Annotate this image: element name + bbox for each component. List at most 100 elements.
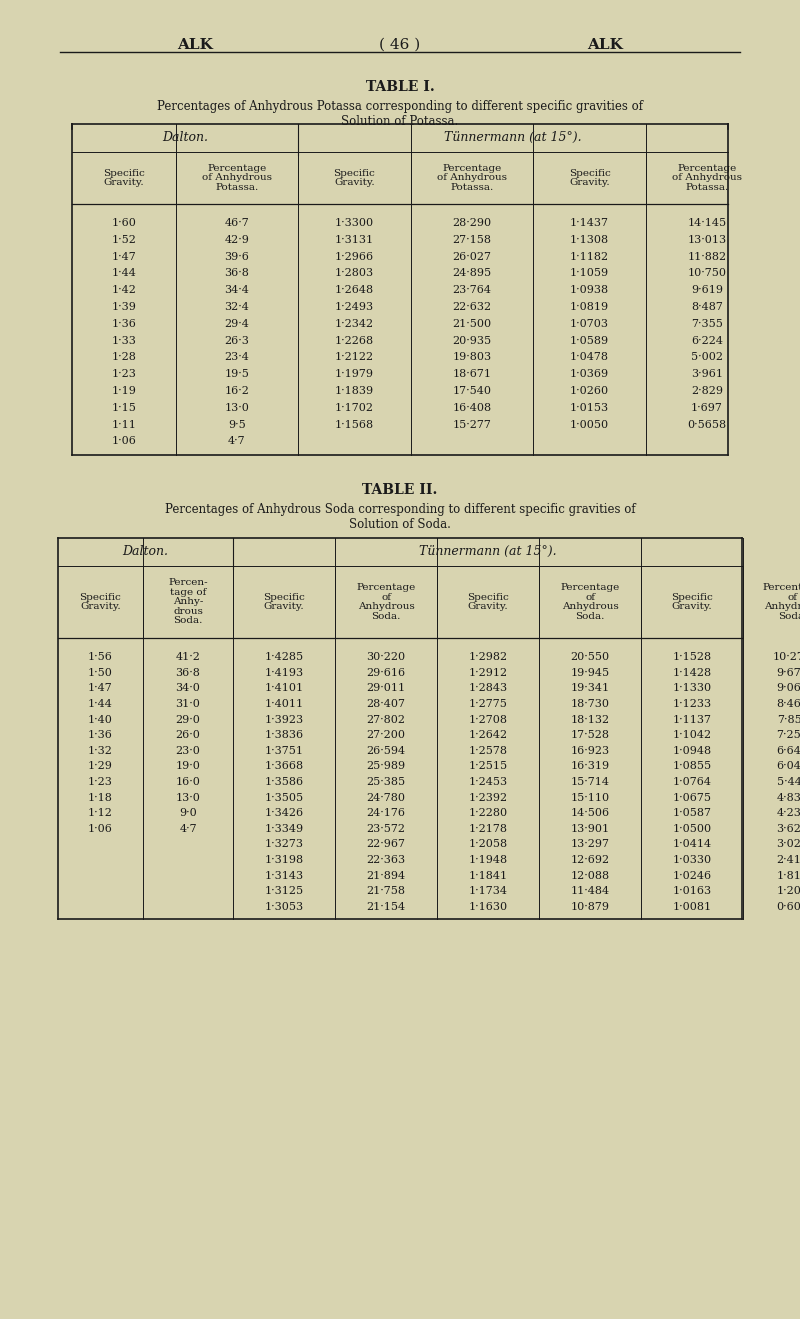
Text: 23·572: 23·572 — [366, 824, 406, 834]
Text: 10·275: 10·275 — [773, 652, 800, 662]
Text: 27·200: 27·200 — [366, 731, 406, 740]
Text: Specific: Specific — [569, 169, 610, 178]
Text: 21·894: 21·894 — [366, 871, 406, 881]
Text: 1·3349: 1·3349 — [265, 824, 303, 834]
Text: 1·0246: 1·0246 — [673, 871, 711, 881]
Text: Gravity.: Gravity. — [264, 603, 304, 611]
Text: Percentage: Percentage — [678, 164, 737, 173]
Text: 4·7: 4·7 — [228, 437, 246, 446]
Text: 1·42: 1·42 — [111, 285, 137, 295]
Text: Specific: Specific — [80, 592, 122, 601]
Text: 6·224: 6·224 — [691, 335, 723, 346]
Text: 1·3143: 1·3143 — [265, 871, 303, 881]
Text: 21·758: 21·758 — [366, 886, 406, 896]
Text: 6·648: 6·648 — [777, 745, 800, 756]
Text: 1·0675: 1·0675 — [673, 793, 711, 802]
Text: 3·022: 3·022 — [777, 839, 800, 849]
Text: 16·2: 16·2 — [225, 386, 250, 396]
Text: 1·1437: 1·1437 — [570, 218, 609, 228]
Text: 1·23: 1·23 — [111, 369, 137, 379]
Text: 17·528: 17·528 — [570, 731, 610, 740]
Text: drous: drous — [173, 607, 203, 616]
Text: 1·28: 1·28 — [111, 352, 137, 363]
Text: 27·802: 27·802 — [366, 715, 406, 724]
Text: 1·0764: 1·0764 — [673, 777, 711, 787]
Text: Solution of Soda.: Solution of Soda. — [349, 518, 451, 532]
Text: Percentage: Percentage — [356, 583, 416, 592]
Text: Specific: Specific — [671, 592, 713, 601]
Text: 1·2642: 1·2642 — [469, 731, 507, 740]
Text: 1·0500: 1·0500 — [673, 824, 711, 834]
Text: 12·692: 12·692 — [570, 855, 610, 865]
Text: 19·5: 19·5 — [225, 369, 250, 379]
Text: ALK: ALK — [177, 38, 213, 51]
Text: 8·487: 8·487 — [691, 302, 723, 313]
Text: 22·632: 22·632 — [453, 302, 491, 313]
Text: 1·06: 1·06 — [88, 824, 113, 834]
Text: 24·895: 24·895 — [453, 268, 491, 278]
Text: 1·1528: 1·1528 — [673, 652, 711, 662]
Text: 1·56: 1·56 — [88, 652, 113, 662]
Text: 1·0414: 1·0414 — [673, 839, 711, 849]
Text: 1·1702: 1·1702 — [335, 402, 374, 413]
Text: 1·2392: 1·2392 — [469, 793, 507, 802]
Text: Anhydrous: Anhydrous — [562, 603, 618, 611]
Text: ALK: ALK — [587, 38, 623, 51]
Text: 1·11: 1·11 — [111, 419, 137, 430]
Text: 23·764: 23·764 — [453, 285, 491, 295]
Text: 34·4: 34·4 — [225, 285, 250, 295]
Text: 1·29: 1·29 — [88, 761, 113, 772]
Text: 5·002: 5·002 — [691, 352, 723, 363]
Text: Potassa.: Potassa. — [686, 183, 729, 191]
Text: Soda.: Soda. — [371, 612, 401, 621]
Text: 13·297: 13·297 — [570, 839, 610, 849]
Text: 1·0948: 1·0948 — [673, 745, 711, 756]
Text: 27·158: 27·158 — [453, 235, 491, 245]
Text: 34·0: 34·0 — [175, 683, 201, 694]
Text: Specific: Specific — [467, 592, 509, 601]
Text: 1·0153: 1·0153 — [570, 402, 609, 413]
Text: 1·0260: 1·0260 — [570, 386, 609, 396]
Text: 28·290: 28·290 — [453, 218, 491, 228]
Text: 1·3131: 1·3131 — [335, 235, 374, 245]
Text: Tünnermann (at 15°).: Tünnermann (at 15°). — [418, 545, 556, 558]
Text: 6·044: 6·044 — [777, 761, 800, 772]
Text: Gravity.: Gravity. — [672, 603, 712, 611]
Text: 1·3668: 1·3668 — [265, 761, 303, 772]
Text: 2·829: 2·829 — [691, 386, 723, 396]
Text: 41·2: 41·2 — [175, 652, 201, 662]
Text: Dalton.: Dalton. — [162, 131, 208, 144]
Text: Gravity.: Gravity. — [468, 603, 508, 611]
Text: 8·462: 8·462 — [777, 699, 800, 710]
Text: 1·1841: 1·1841 — [469, 871, 507, 881]
Text: 22·363: 22·363 — [366, 855, 406, 865]
Text: 5·440: 5·440 — [777, 777, 800, 787]
Text: 1·3273: 1·3273 — [265, 839, 303, 849]
Text: 1·12: 1·12 — [88, 809, 113, 818]
Text: 20·550: 20·550 — [570, 652, 610, 662]
Text: 18·132: 18·132 — [570, 715, 610, 724]
Text: 1·2648: 1·2648 — [335, 285, 374, 295]
Text: 4·7: 4·7 — [179, 824, 197, 834]
Text: 1·1330: 1·1330 — [673, 683, 711, 694]
Text: 1·1042: 1·1042 — [673, 731, 711, 740]
Text: 24·780: 24·780 — [366, 793, 406, 802]
Text: Dalton.: Dalton. — [122, 545, 169, 558]
Text: 1·1948: 1·1948 — [469, 855, 507, 865]
Text: 7·253: 7·253 — [777, 731, 800, 740]
Text: 13·0: 13·0 — [225, 402, 250, 413]
Text: 1·18: 1·18 — [88, 793, 113, 802]
Text: 1·2178: 1·2178 — [469, 824, 507, 834]
Text: 26·594: 26·594 — [366, 745, 406, 756]
Text: 3·961: 3·961 — [691, 369, 723, 379]
Text: Potassa.: Potassa. — [215, 183, 258, 191]
Text: Soda.: Soda. — [174, 616, 202, 625]
Text: 15·714: 15·714 — [570, 777, 610, 787]
Text: 36·8: 36·8 — [175, 667, 201, 678]
Text: 1·3923: 1·3923 — [265, 715, 303, 724]
Text: 1·2493: 1·2493 — [335, 302, 374, 313]
Text: 10·879: 10·879 — [570, 902, 610, 911]
Text: Soda.: Soda. — [575, 612, 605, 621]
Text: 1·813: 1·813 — [777, 871, 800, 881]
Text: 1·0330: 1·0330 — [673, 855, 711, 865]
